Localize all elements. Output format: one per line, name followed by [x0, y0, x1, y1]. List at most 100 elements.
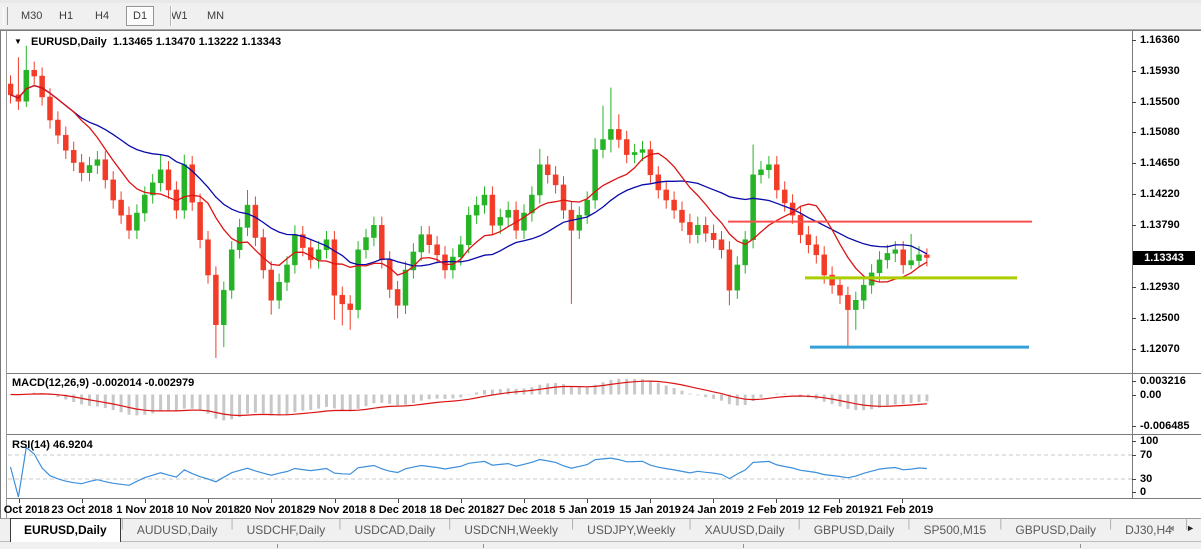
toolbar-grip[interactable]: [3, 7, 8, 25]
date-label: 24 Jan 2019: [682, 504, 744, 516]
chart-tab-usdcad-daily[interactable]: USDCAD,Daily: [354, 523, 436, 537]
chart-tab-eurusd-daily[interactable]: EURUSD,Daily: [10, 518, 121, 542]
tab-separator: |: [448, 516, 452, 530]
tab-separator: |: [907, 516, 911, 530]
ohlc-close: 1.13343: [241, 36, 282, 48]
price-axis-label: 1.15080: [1140, 126, 1180, 138]
timeframe-button-mn[interactable]: MN: [207, 10, 225, 22]
chart-tab-sp500-m15[interactable]: SP500,M15: [923, 523, 987, 537]
macd-axis-label: 0.00: [1140, 389, 1162, 401]
price-tick: [1132, 132, 1136, 133]
date-tick: [461, 499, 462, 503]
current-price-badge: 1.13343: [1133, 251, 1195, 265]
timeframe-toolbar: M30 H1 H4 D1 W1 MN: [0, 3, 1201, 30]
tab-separator: |: [797, 516, 801, 530]
rsi-tick: [1132, 479, 1136, 480]
price-tick: [1132, 163, 1136, 164]
price-axis-label: 1.12930: [1140, 281, 1180, 293]
timeframe-button-m30[interactable]: M30: [21, 10, 43, 22]
date-label: 1 Nov 2018: [116, 504, 174, 516]
price-axis-label: 1.12070: [1140, 343, 1180, 355]
macd-tick: [1132, 426, 1136, 427]
chart-symbol: EURUSD,Daily: [30, 36, 107, 48]
date-tick: [82, 499, 83, 503]
chart-title: ▼ EURUSD,Daily 1.13465 1.13470 1.13222 1…: [14, 36, 281, 48]
price-axis-label: 1.12500: [1140, 312, 1180, 324]
rsi-tick: [1132, 492, 1136, 493]
macd-panel-separator[interactable]: [7, 373, 1201, 374]
tab-separator: |: [571, 516, 575, 530]
date-label: 8 Dec 2018: [369, 504, 427, 516]
macd-tick: [1132, 395, 1136, 396]
price-axis-separator: [1132, 31, 1133, 498]
date-label: 15 Jan 2019: [619, 504, 681, 516]
date-tick: [335, 499, 336, 503]
date-label: 23 Oct 2018: [51, 504, 113, 516]
date-label: 2 Feb 2019: [747, 504, 805, 516]
ohlc-high: 1.13470: [155, 36, 196, 48]
price-axis-label: 1.15500: [1140, 96, 1180, 108]
price-tick: [1132, 287, 1136, 288]
date-tick: [271, 499, 272, 503]
date-tick: [398, 499, 399, 503]
chart-tab-gbpusd-daily[interactable]: GBPUSD,Daily: [1015, 523, 1097, 537]
price-axis-label: 1.14650: [1140, 157, 1180, 169]
tab-scroll-right-icon[interactable]: ►: [1186, 523, 1195, 533]
candlestick-chart: [8, 45, 1032, 358]
macd-axis-label: -0.006485: [1140, 420, 1190, 432]
slow-ma: [10, 84, 928, 267]
date-label: 5 Jan 2019: [559, 504, 615, 516]
price-axis-label: 1.15930: [1140, 65, 1180, 77]
price-axis-label: 1.14220: [1140, 188, 1180, 200]
price-tick: [1132, 318, 1136, 319]
symbol-dropdown-icon[interactable]: ▼: [14, 37, 22, 46]
date-tick: [776, 499, 777, 503]
chart-top-border: [0, 30, 1201, 31]
rsi-axis-label: 0: [1140, 486, 1147, 498]
rsi-line: [9, 446, 927, 498]
price-tick: [1132, 102, 1136, 103]
rsi-tick: [1132, 441, 1136, 442]
date-tick: [145, 499, 146, 503]
rsi-indicator-chart: [8, 446, 1132, 498]
date-tick: [839, 499, 840, 503]
chart-tab-dj30-h4[interactable]: DJ30,H4: [1125, 523, 1172, 537]
rsi-axis-label: 30: [1140, 473, 1153, 485]
rsi-panel-separator[interactable]: [7, 434, 1201, 435]
chart-tab-gbpusd-daily[interactable]: GBPUSD,Daily: [813, 523, 895, 537]
chart-tab-usdjpy-weekly[interactable]: USDJPY,Weekly: [587, 523, 676, 537]
date-label: 20 Nov 2018: [239, 504, 303, 516]
toolbar-separator: [170, 6, 172, 26]
macd-label: MACD(12,26,9) -0.002014 -0.002979: [12, 377, 195, 389]
chart-tab-audusd-daily[interactable]: AUDUSD,Daily: [136, 523, 218, 537]
price-tick: [1132, 225, 1136, 226]
date-tick: [650, 499, 651, 503]
ohlc-low: 1.13222: [198, 36, 239, 48]
date-label: 27 Dec 2018: [492, 504, 556, 516]
timeframe-button-w1[interactable]: W1: [171, 10, 188, 22]
rsi-axis-label: 100: [1140, 435, 1159, 447]
chart-tab-usdchf-daily[interactable]: USDCHF,Daily: [246, 523, 326, 537]
date-label: 21 Feb 2019: [870, 504, 934, 516]
time-axis-separator: [7, 498, 1201, 499]
date-label: 18 Dec 2018: [429, 504, 493, 516]
date-label: 12 Feb 2019: [807, 504, 871, 516]
chart-tab-xauusd-daily[interactable]: XAUUSD,Daily: [704, 523, 785, 537]
chart-tab-bar: EURUSD,Daily | AUDUSD,Daily | USDCHF,Daily | U…: [0, 516, 1201, 542]
rsi-axis-label: 70: [1140, 449, 1153, 461]
tab-scroll-left-icon[interactable]: ◄: [1166, 523, 1176, 533]
window-left-inner-border: [6, 30, 7, 518]
chart-tab-usdcnh-weekly[interactable]: USDCNH,Weekly: [464, 523, 559, 537]
timeframe-button-d1[interactable]: D1: [126, 6, 155, 26]
date-label: 29 Nov 2018: [303, 504, 367, 516]
tab-separator: |: [120, 516, 124, 530]
price-axis-label: 1.16360: [1140, 34, 1180, 46]
price-tick: [1132, 349, 1136, 350]
ohlc-open: 1.13465: [112, 36, 153, 48]
timeframe-button-h1[interactable]: H1: [59, 10, 74, 22]
timeframe-button-h4[interactable]: H4: [95, 10, 110, 22]
date-tick: [19, 499, 20, 503]
price-tick: [1132, 40, 1136, 41]
date-tick: [208, 499, 209, 503]
tab-separator: |: [1184, 516, 1188, 530]
